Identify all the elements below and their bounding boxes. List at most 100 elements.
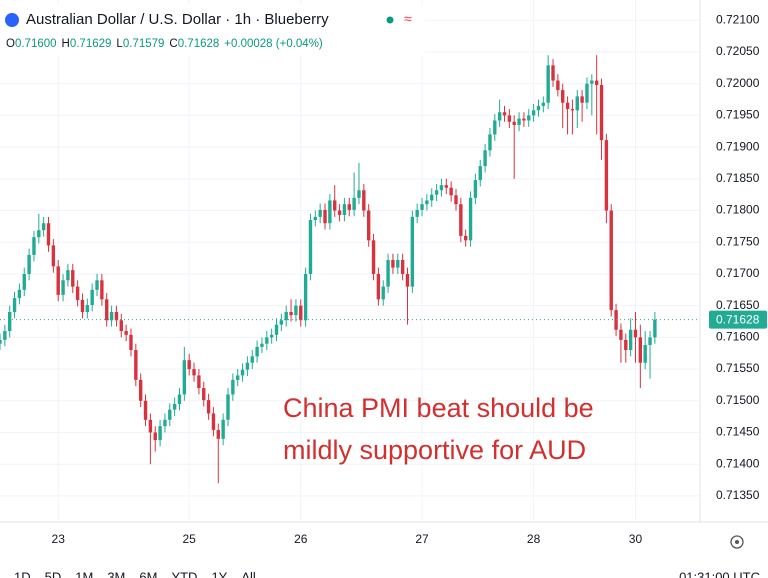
candle-body xyxy=(536,105,541,111)
candle-body xyxy=(211,413,216,430)
candle-body xyxy=(502,112,507,116)
candle-body xyxy=(37,230,41,238)
candle-body xyxy=(376,273,381,300)
symbol-title: Australian Dollar / U.S. Dollar · 1h · B… xyxy=(26,11,329,28)
candle-body xyxy=(250,356,254,363)
candle-body xyxy=(527,115,531,121)
candle-body xyxy=(51,245,56,267)
candle-body xyxy=(85,305,90,312)
x-tick-label: 28 xyxy=(527,532,541,546)
candle-body xyxy=(357,190,361,198)
candle-body xyxy=(415,209,419,217)
candle-body xyxy=(473,180,478,198)
candle-body xyxy=(27,254,31,274)
y-tick-label: 0.72100 xyxy=(716,12,760,26)
candle-body xyxy=(517,118,521,125)
candle-body xyxy=(638,337,643,363)
y-tick-label: 0.71650 xyxy=(716,298,760,312)
candle-body xyxy=(274,324,279,335)
candle-body xyxy=(245,362,250,370)
candle-body xyxy=(313,216,318,221)
y-tick-label: 0.71600 xyxy=(716,330,760,344)
candle-body xyxy=(71,270,75,287)
candle-body xyxy=(100,280,104,300)
candle-body xyxy=(400,260,405,274)
range-button[interactable]: 1Y xyxy=(211,569,227,578)
candle-body xyxy=(483,150,487,167)
candle-body xyxy=(202,388,206,401)
candle-body xyxy=(405,273,410,287)
ohlc-value: 0.71579 xyxy=(123,38,165,50)
candle-body xyxy=(269,334,274,338)
ohlc-key: H xyxy=(62,38,70,50)
candle-body xyxy=(66,270,70,281)
status-dot xyxy=(386,16,394,24)
candle-body xyxy=(75,286,80,300)
candle-body xyxy=(22,273,26,290)
ohlc-key: O xyxy=(6,38,15,50)
ohlc-key: L xyxy=(116,38,123,50)
status-icon: ≈ xyxy=(404,11,412,27)
candle-body xyxy=(512,121,516,125)
settings-icon[interactable] xyxy=(730,535,744,549)
y-tick-label: 0.71800 xyxy=(716,203,760,217)
candle-body xyxy=(507,115,512,122)
candle-body xyxy=(303,273,308,321)
candle-body xyxy=(187,360,191,370)
y-tick-label: 0.71750 xyxy=(716,234,760,248)
candle-body xyxy=(41,223,46,231)
candle-body xyxy=(439,185,444,191)
candle-body xyxy=(172,403,177,410)
candle-body xyxy=(522,118,526,121)
candle-body xyxy=(628,329,633,351)
candle-body xyxy=(633,329,638,338)
change: +0.00028 (+0.04%) xyxy=(224,38,323,50)
range-button[interactable]: All xyxy=(241,569,256,578)
candle-body xyxy=(643,344,647,363)
candle-body xyxy=(80,299,85,312)
ohlc-line: O0.71600 H0.71629 L0.71579 C0.71628 +0.00028… xyxy=(6,38,323,50)
range-button[interactable]: 5D xyxy=(45,569,62,578)
x-tick-label: 27 xyxy=(415,532,429,546)
candle-body xyxy=(590,80,594,84)
candle-body xyxy=(279,320,284,325)
candle-body xyxy=(541,102,546,106)
candle-body xyxy=(648,337,652,345)
candle-body xyxy=(265,337,269,344)
symbol-icon xyxy=(5,13,19,27)
candle-body xyxy=(124,331,128,335)
range-button[interactable]: 3M xyxy=(107,569,125,578)
candle-body xyxy=(8,312,12,332)
candle-body xyxy=(105,299,109,321)
range-button[interactable]: 1M xyxy=(75,569,93,578)
y-tick-label: 0.71900 xyxy=(716,139,760,153)
candle-body xyxy=(609,210,613,311)
y-tick-label: 0.72000 xyxy=(716,76,760,90)
candle-body xyxy=(362,190,366,211)
y-tick-label: 0.71500 xyxy=(716,393,760,407)
candle-body xyxy=(585,83,589,103)
candle-body xyxy=(216,429,220,439)
range-button[interactable]: 1D xyxy=(14,569,31,578)
candle-body xyxy=(255,346,259,357)
candle-body xyxy=(226,394,230,420)
ohlc-value: 0.71629 xyxy=(70,38,112,50)
candle-body xyxy=(318,209,322,217)
candle-body xyxy=(347,204,351,210)
range-button[interactable]: YTD xyxy=(171,569,197,578)
candle-body xyxy=(381,286,385,300)
candle-body xyxy=(391,260,395,268)
candle-body xyxy=(138,379,143,401)
candle-body xyxy=(260,343,264,347)
settings-icon-dot xyxy=(735,540,739,544)
candle-body xyxy=(299,305,303,321)
candle-body xyxy=(328,200,332,224)
candle-body xyxy=(32,237,36,255)
candle-body xyxy=(177,394,182,404)
candle-body xyxy=(551,65,555,81)
candle-body xyxy=(565,102,570,110)
range-button[interactable]: 6M xyxy=(139,569,157,578)
y-tick-label: 0.71550 xyxy=(716,361,760,375)
